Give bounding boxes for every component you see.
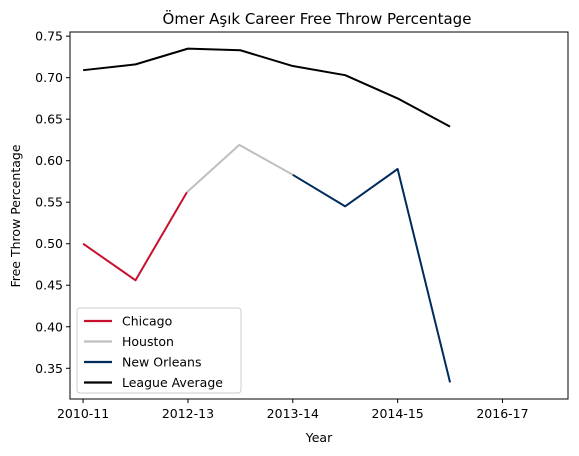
x-tick-label: 2013-14 bbox=[267, 406, 319, 421]
series-line-new-orleans bbox=[292, 168, 452, 383]
y-tick-label: 0.35 bbox=[35, 361, 63, 376]
x-tick-label: 2016-17 bbox=[476, 406, 528, 421]
y-axis: 0.35 0.40 0.45 0.50 0.55 0.60 0.65 0.70 0.75 bbox=[35, 29, 70, 376]
x-tick-label: 2012-13 bbox=[162, 406, 214, 421]
y-tick-label: 0.60 bbox=[35, 153, 63, 168]
y-tick-label: 0.40 bbox=[35, 319, 63, 334]
legend: Chicago Houston New Orleans League Average bbox=[76, 307, 242, 394]
legend-label-chicago: Chicago bbox=[122, 314, 172, 329]
series-line-houston bbox=[186, 143, 294, 193]
chart-title: Ömer Aşık Career Free Throw Percentage bbox=[163, 9, 472, 28]
axes-frame bbox=[69, 31, 569, 400]
x-tick-label: 2010-11 bbox=[57, 406, 109, 421]
x-tick-label: 2014-15 bbox=[372, 406, 424, 421]
y-tick-label: 0.75 bbox=[35, 29, 63, 44]
y-tick-label: 0.45 bbox=[35, 278, 63, 293]
y-tick-label: 0.50 bbox=[35, 236, 63, 251]
x-axis: 2010-11 2012-13 2013-14 2014-15 2016-17 bbox=[57, 399, 529, 421]
series-line-league-average bbox=[82, 47, 451, 128]
plot-area bbox=[69, 31, 569, 400]
series-line-chicago bbox=[82, 191, 188, 282]
legend-label-new-orleans: New Orleans bbox=[122, 355, 201, 370]
y-tick-label: 0.65 bbox=[35, 112, 63, 127]
y-tick-label: 0.70 bbox=[35, 70, 63, 85]
series-layer bbox=[82, 47, 452, 383]
x-axis-label: Year bbox=[305, 430, 333, 445]
legend-frame bbox=[76, 307, 242, 394]
legend-label-houston: Houston bbox=[122, 334, 174, 349]
legend-label-league-average: League Average bbox=[122, 375, 223, 390]
y-axis-label: Free Throw Percentage bbox=[8, 144, 23, 287]
y-tick-label: 0.55 bbox=[35, 195, 63, 210]
